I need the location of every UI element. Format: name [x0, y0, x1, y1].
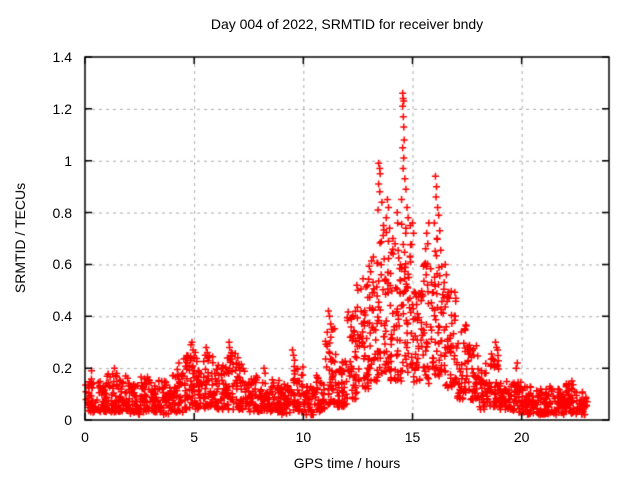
x-tick-label: 15	[404, 429, 421, 445]
y-tick-label: 0.2	[52, 360, 72, 377]
x-tick-label: 20	[513, 429, 530, 445]
y-tick-label: 0	[64, 412, 72, 428]
y-axis-label: SRMTID / TECUs	[12, 182, 28, 294]
x-tick-label: 5	[190, 429, 199, 445]
x-tick-label: 0	[81, 429, 89, 445]
y-tick-label: 0.4	[52, 308, 72, 325]
y-tick-label: 1	[64, 152, 72, 169]
y-tick-label: 0.6	[52, 256, 72, 273]
x-tick-label: 10	[295, 429, 312, 445]
x-axis-label: GPS time / hours	[293, 455, 401, 471]
y-tick-label: 1.2	[52, 100, 72, 117]
y-tick-label: 0.8	[52, 204, 72, 221]
y-tick-label: 1.4	[52, 49, 72, 65]
chart-title: Day 004 of 2022, SRMTID for receiver bnd…	[210, 16, 484, 32]
